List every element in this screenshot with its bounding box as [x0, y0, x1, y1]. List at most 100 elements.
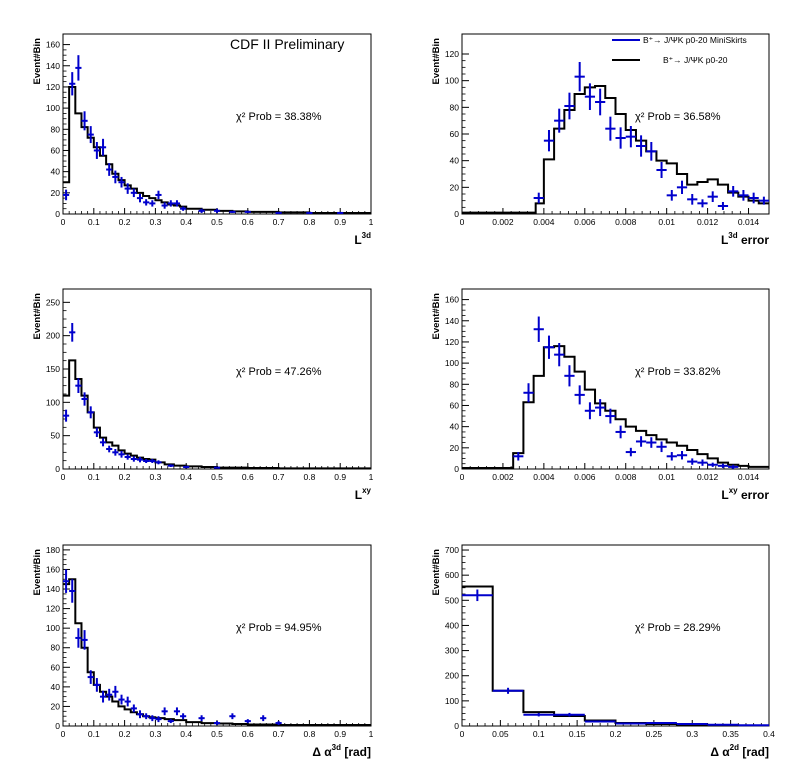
data-point	[625, 447, 636, 457]
panel-2: 0 0.002 0.004 0.006 0.008 0.01 0.012 0.014 0 20 40…	[431, 33, 770, 247]
data-point	[167, 719, 174, 724]
x-tick-label: 0.01	[658, 217, 675, 227]
data-point	[676, 451, 688, 460]
data-point	[543, 130, 555, 152]
x-tick-label: 0.1	[88, 472, 100, 482]
y-tick-label: 300	[445, 646, 459, 656]
y-tick-label: 120	[46, 604, 60, 614]
data-point	[748, 192, 759, 204]
data-point	[717, 463, 729, 468]
legend-data-label: B⁺→ J/ΨK p0-20 MiniSkirts	[643, 35, 747, 45]
x-tick-label: 0.6	[242, 217, 254, 227]
data-point	[87, 406, 94, 419]
data-point	[229, 210, 236, 213]
x-tick-label: 0.012	[697, 472, 719, 482]
data-point	[615, 127, 626, 149]
x-tick-label: 0	[61, 472, 66, 482]
y-tick-label: 100	[46, 103, 60, 113]
data-point	[149, 459, 156, 463]
data-point	[707, 191, 718, 202]
plot-frame	[461, 288, 770, 470]
data-point	[717, 202, 729, 210]
x-tick-label: 0.2	[610, 729, 622, 739]
data-point	[81, 392, 88, 406]
data-point	[112, 685, 119, 698]
data-point	[676, 722, 708, 725]
data-point	[646, 437, 657, 448]
y-tick-label: 60	[450, 129, 460, 139]
x-tick-label: 0.05	[492, 729, 509, 739]
data-point	[173, 200, 181, 207]
y-tick-label: 160	[46, 564, 60, 574]
data-point	[149, 200, 156, 207]
data-point	[106, 163, 113, 176]
y-axis-label: Event#Bin	[431, 38, 442, 85]
x-tick-label: 0.2	[119, 729, 131, 739]
y-tick-label: 100	[445, 358, 459, 368]
data-point	[99, 690, 107, 703]
x-tick-label: 0.3	[149, 217, 161, 227]
data-point	[155, 460, 162, 465]
y-axis-label: Event#Bin	[32, 293, 43, 340]
x-tick-label: 0.004	[533, 472, 555, 482]
x-tick-label: 0	[460, 472, 465, 482]
data-point	[615, 425, 626, 439]
data-point	[462, 589, 493, 602]
x-tick-label: 0.8	[303, 217, 315, 227]
data-point	[635, 436, 647, 447]
x-tick-label: 0.6	[242, 729, 254, 739]
data-point	[656, 162, 667, 178]
y-axis-label: Event#Bin	[32, 38, 43, 85]
x-tick-label: 0.1	[533, 729, 545, 739]
data-point	[93, 427, 100, 437]
x-tick-label: 0.01	[658, 472, 675, 482]
x-tick-label: 0.9	[334, 217, 346, 227]
data-point	[180, 713, 187, 720]
data-point	[584, 402, 596, 420]
data-point	[635, 135, 647, 157]
x-tick-label: 0.5	[211, 217, 223, 227]
data-point	[198, 715, 205, 722]
x-tick-label: 0.25	[646, 729, 663, 739]
y-tick-label: 80	[51, 124, 61, 134]
data-point	[554, 343, 565, 367]
data-point	[244, 719, 251, 724]
y-tick-label: 0	[454, 721, 459, 731]
y-tick-label: 0	[55, 209, 60, 219]
data-point	[167, 464, 174, 467]
y-tick-label: 20	[51, 701, 61, 711]
x-tick-label: 1	[369, 729, 374, 739]
data-point	[728, 464, 739, 469]
chi2-prob-label: χ² Prob = 36.58%	[635, 111, 721, 123]
data-point	[666, 190, 677, 201]
y-tick-label: 200	[445, 671, 459, 681]
x-tick-label: 1	[369, 472, 374, 482]
data-point	[155, 190, 162, 200]
data-point	[229, 713, 236, 720]
y-tick-label: 0	[454, 209, 459, 219]
data-point	[87, 670, 94, 684]
data-point	[143, 459, 150, 463]
data-point	[676, 180, 688, 194]
x-axis-label: L3d error	[721, 231, 769, 247]
y-tick-label: 250	[46, 297, 60, 307]
data-point	[143, 199, 150, 206]
data-point	[523, 712, 555, 717]
data-point	[605, 408, 616, 424]
y-tick-label: 700	[445, 545, 459, 555]
x-tick-label: 0.006	[574, 217, 596, 227]
panel-3: 0 0.1 0.2 0.3 0.4 0.5 0.6 0.7 0.8 0.9 1 0 50 100 150 20…	[32, 288, 374, 502]
x-tick-label: 0.014	[738, 217, 760, 227]
data-point	[124, 183, 131, 194]
data-point	[124, 454, 131, 460]
y-tick-label: 140	[46, 584, 60, 594]
x-tick-label: 0.006	[574, 472, 596, 482]
y-tick-label: 0	[454, 464, 459, 474]
data-point	[75, 55, 82, 81]
y-axis-label: Event#Bin	[32, 549, 43, 596]
data-point	[533, 192, 544, 204]
x-tick-label: 0.4	[180, 729, 192, 739]
data-point	[130, 456, 137, 462]
x-tick-label: 0	[460, 217, 465, 227]
data-point	[758, 196, 769, 205]
